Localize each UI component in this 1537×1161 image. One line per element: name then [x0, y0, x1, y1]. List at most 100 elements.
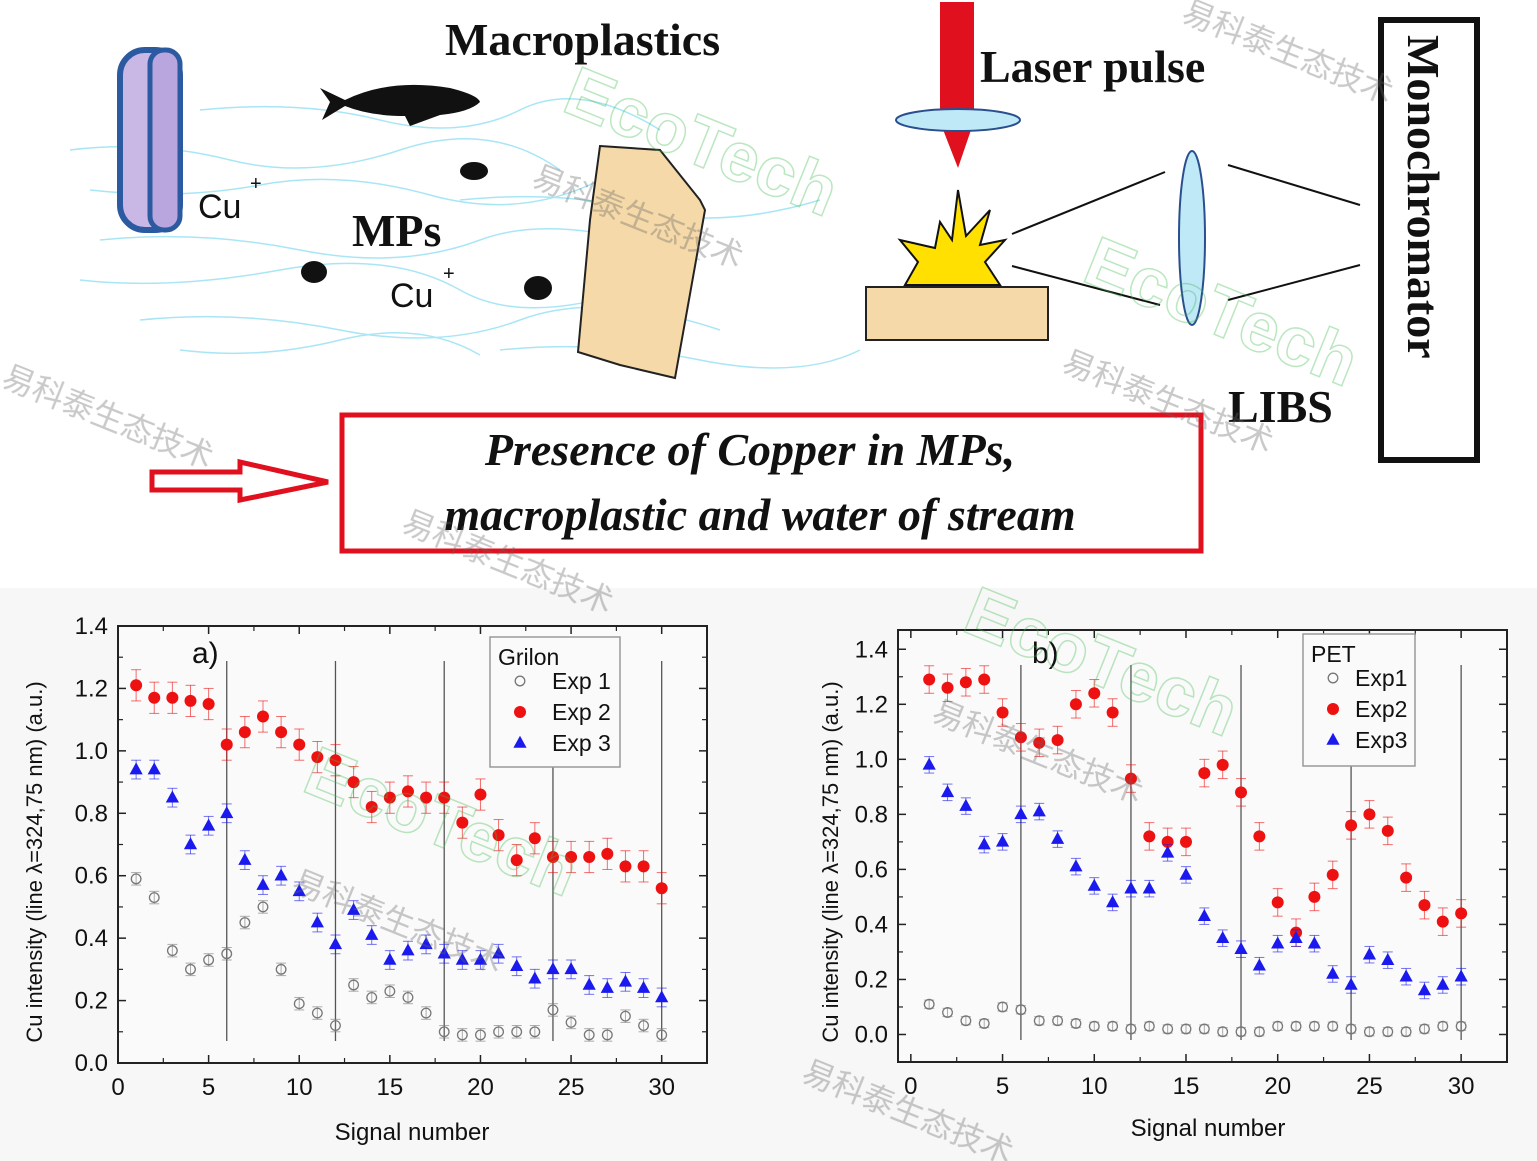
data-point-exp-2: [546, 850, 559, 863]
data-point-exp-1: [239, 917, 251, 928]
data-point-exp-2: [365, 801, 378, 814]
data-point-exp-2: [528, 832, 541, 845]
data-point-exp1: [1382, 1026, 1394, 1038]
data-point-exp2: [1271, 896, 1284, 909]
data-point-exp3: [1197, 908, 1211, 921]
data-point-exp-2: [565, 850, 578, 863]
data-point-exp2: [1124, 772, 1137, 785]
data-point-exp1: [1235, 1026, 1247, 1038]
legend-label: Exp3: [1355, 727, 1407, 753]
data-point-exp-2: [311, 751, 324, 764]
libs-label: LIBS: [1228, 381, 1333, 432]
data-point-exp2: [1014, 731, 1027, 744]
data-point-exp2: [1216, 758, 1229, 771]
x-tick-label: 25: [558, 1074, 585, 1101]
data-point-exp3: [1179, 867, 1193, 880]
data-point-exp-3: [202, 818, 216, 831]
x-tick-label: 30: [648, 1074, 675, 1101]
data-point-exp2: [1198, 767, 1211, 780]
legend-label: Exp1: [1355, 665, 1407, 691]
data-point-exp-1: [166, 945, 178, 957]
data-point-exp3: [922, 757, 936, 770]
legend-label: Exp2: [1355, 696, 1407, 722]
data-point-exp1: [1143, 1020, 1155, 1032]
laser-pulse-label: Laser pulse: [980, 41, 1205, 92]
data-point-exp1: [1162, 1023, 1174, 1035]
data-point-exp-1: [511, 1026, 523, 1038]
conclusion-line-1: Presence of Copper in MPs,: [484, 424, 1015, 475]
data-point-exp3: [1326, 966, 1340, 979]
legend-box: [489, 636, 621, 768]
data-point-exp-3: [165, 790, 179, 803]
data-point-exp1: [1437, 1020, 1449, 1032]
data-point-exp2: [1345, 819, 1358, 832]
data-point-exp-3: [347, 902, 361, 915]
data-point-exp-1: [601, 1029, 613, 1041]
data-point-exp1: [1198, 1023, 1210, 1035]
data-point-exp-2: [619, 860, 632, 873]
data-point-exp2: [1033, 736, 1046, 749]
data-point-exp1: [960, 1015, 972, 1027]
data-point-exp3: [1344, 977, 1358, 990]
data-point-exp-3: [328, 937, 343, 950]
data-point-exp1: [1400, 1026, 1412, 1038]
y-tick-label: 0.4: [855, 911, 888, 938]
y-tick-label: 1.0: [855, 746, 888, 773]
data-point-exp-2: [601, 847, 614, 860]
data-point-exp1: [1180, 1023, 1192, 1035]
data-point-exp3: [940, 785, 955, 798]
data-point-exp3: [1436, 977, 1450, 990]
x-tick-label: 20: [467, 1074, 494, 1101]
data-point-exp-1: [565, 1016, 577, 1028]
data-point-exp-2: [655, 882, 668, 895]
x-tick-label: 0: [904, 1073, 917, 1100]
data-point-exp-1: [638, 1020, 650, 1031]
data-point-exp-1: [456, 1029, 468, 1041]
data-point-exp1: [1107, 1020, 1119, 1032]
data-point-exp1: [1253, 1026, 1265, 1038]
data-point-exp3: [1142, 881, 1156, 894]
data-point-exp-2: [401, 785, 414, 798]
legend-title: PET: [1311, 641, 1356, 667]
data-point-exp3: [1399, 969, 1413, 982]
y-tick-label: 0.2: [855, 966, 888, 993]
data-point-exp1: [1308, 1020, 1320, 1032]
data-point-exp2: [1106, 706, 1119, 719]
data-point-exp-1: [438, 1026, 450, 1038]
data-point-exp3: [1106, 895, 1120, 908]
conclusion-box: [339, 412, 1204, 554]
data-point-exp2: [1088, 687, 1101, 700]
data-point-exp-3: [365, 927, 379, 940]
data-point-exp1: [1088, 1020, 1100, 1032]
y-tick-label: 0.2: [75, 988, 108, 1015]
data-point-exp-3: [256, 877, 270, 890]
y-axis-label: Cu intensity (line λ=324,75 nm) (a.u.): [22, 681, 47, 1042]
data-point-exp-1: [493, 1026, 505, 1038]
data-point-exp-1: [420, 1007, 432, 1019]
data-point-exp-1: [330, 1020, 341, 1031]
data-point-exp3: [1069, 859, 1083, 872]
data-point-exp1: [1419, 1023, 1430, 1035]
data-point-exp-1: [402, 992, 414, 1003]
data-point-exp-2: [583, 850, 596, 863]
data-point-exp-3: [292, 884, 306, 897]
data-point-exp-3: [183, 837, 198, 850]
data-point-exp2: [1253, 830, 1266, 843]
data-point-exp-1: [366, 992, 378, 1003]
data-point-exp-3: [655, 990, 669, 1003]
data-point-exp-3: [510, 959, 524, 972]
data-point-exp-1: [619, 1010, 631, 1022]
x-tick-label: 5: [996, 1073, 1009, 1100]
data-point-exp2: [1400, 871, 1413, 884]
legend-marker: [514, 675, 526, 687]
data-point-exp3: [1271, 936, 1285, 949]
y-tick-label: 0.6: [855, 856, 888, 883]
data-point-exp2: [923, 673, 936, 686]
conclusion-line-2: macroplastic and water of stream: [444, 489, 1075, 540]
data-point-exp1: [997, 1001, 1009, 1013]
data-point-exp2: [1381, 824, 1394, 837]
macroplastic-fragment: [576, 144, 707, 380]
data-point-exp-1: [130, 873, 142, 885]
